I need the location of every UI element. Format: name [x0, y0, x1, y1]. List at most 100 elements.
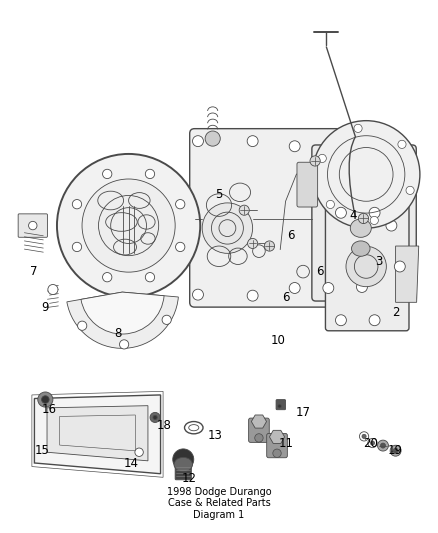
Text: 17: 17 — [296, 406, 311, 419]
Circle shape — [381, 443, 385, 448]
Circle shape — [255, 434, 263, 442]
Circle shape — [390, 445, 401, 456]
Circle shape — [57, 154, 200, 297]
Circle shape — [162, 315, 171, 325]
Circle shape — [102, 169, 112, 179]
Circle shape — [357, 143, 367, 154]
Circle shape — [176, 199, 185, 209]
Circle shape — [386, 220, 397, 231]
Circle shape — [153, 415, 157, 419]
Circle shape — [42, 395, 49, 403]
Text: 10: 10 — [270, 334, 285, 347]
Circle shape — [102, 272, 112, 282]
Circle shape — [120, 340, 129, 349]
Circle shape — [370, 216, 378, 224]
Circle shape — [394, 261, 405, 272]
Text: 6: 6 — [287, 229, 294, 243]
FancyBboxPatch shape — [297, 162, 318, 207]
Circle shape — [247, 238, 258, 248]
Circle shape — [398, 140, 406, 149]
Circle shape — [371, 441, 374, 445]
Text: 16: 16 — [41, 403, 56, 416]
Circle shape — [354, 124, 362, 133]
Wedge shape — [67, 292, 178, 349]
Circle shape — [247, 136, 258, 147]
Text: 7: 7 — [30, 265, 38, 278]
Circle shape — [150, 413, 160, 423]
Text: 6: 6 — [283, 290, 290, 304]
Circle shape — [278, 405, 281, 408]
Text: 6: 6 — [316, 265, 324, 278]
Text: 13: 13 — [207, 429, 222, 442]
Circle shape — [176, 243, 185, 252]
Circle shape — [393, 448, 398, 453]
Text: 2: 2 — [392, 306, 399, 319]
Circle shape — [48, 285, 58, 295]
FancyBboxPatch shape — [325, 205, 409, 331]
FancyBboxPatch shape — [175, 464, 191, 480]
Polygon shape — [396, 246, 419, 302]
Circle shape — [173, 449, 194, 470]
Circle shape — [323, 282, 334, 294]
Circle shape — [310, 156, 320, 166]
Text: 20: 20 — [363, 437, 378, 449]
Circle shape — [362, 434, 366, 439]
Circle shape — [406, 187, 414, 195]
Circle shape — [312, 120, 420, 228]
Text: 19: 19 — [388, 444, 403, 457]
Text: 12: 12 — [182, 472, 197, 486]
Text: 18: 18 — [157, 418, 172, 432]
FancyBboxPatch shape — [249, 418, 269, 442]
Ellipse shape — [350, 219, 371, 237]
Circle shape — [346, 246, 386, 287]
Circle shape — [145, 272, 155, 282]
Polygon shape — [269, 430, 285, 443]
Polygon shape — [47, 406, 148, 461]
Text: 14: 14 — [123, 457, 138, 470]
Circle shape — [289, 141, 300, 152]
Circle shape — [72, 243, 81, 252]
Circle shape — [202, 203, 253, 253]
Circle shape — [205, 131, 220, 146]
Circle shape — [323, 141, 334, 152]
Ellipse shape — [352, 241, 370, 256]
Circle shape — [273, 449, 281, 457]
Circle shape — [265, 241, 275, 251]
Circle shape — [326, 200, 335, 208]
Circle shape — [239, 205, 249, 215]
Text: 11: 11 — [279, 437, 294, 449]
Circle shape — [378, 440, 389, 451]
Circle shape — [82, 179, 175, 272]
Text: 1998 Dodge Durango
Case & Related Parts
Diagram 1: 1998 Dodge Durango Case & Related Parts … — [167, 487, 271, 520]
Circle shape — [193, 289, 203, 300]
Text: 5: 5 — [215, 188, 223, 201]
Ellipse shape — [174, 457, 193, 472]
FancyBboxPatch shape — [190, 128, 379, 307]
Polygon shape — [251, 415, 266, 428]
FancyBboxPatch shape — [312, 145, 416, 301]
Wedge shape — [81, 292, 164, 334]
Polygon shape — [35, 395, 161, 474]
Circle shape — [289, 282, 300, 294]
FancyBboxPatch shape — [267, 433, 287, 458]
Circle shape — [193, 136, 203, 147]
FancyBboxPatch shape — [276, 400, 286, 410]
Text: 8: 8 — [114, 327, 122, 340]
Text: 15: 15 — [35, 444, 50, 457]
Circle shape — [38, 392, 53, 407]
Circle shape — [135, 448, 143, 456]
Circle shape — [336, 207, 346, 218]
Circle shape — [78, 321, 87, 330]
Text: 3: 3 — [375, 255, 382, 268]
Circle shape — [336, 315, 346, 326]
FancyBboxPatch shape — [18, 214, 47, 237]
Circle shape — [247, 290, 258, 301]
Circle shape — [318, 155, 326, 163]
Circle shape — [145, 169, 155, 179]
Text: 4: 4 — [350, 209, 357, 222]
Circle shape — [358, 213, 369, 223]
Text: 9: 9 — [41, 301, 48, 314]
Circle shape — [28, 221, 37, 230]
Circle shape — [369, 315, 380, 326]
Circle shape — [369, 207, 380, 218]
